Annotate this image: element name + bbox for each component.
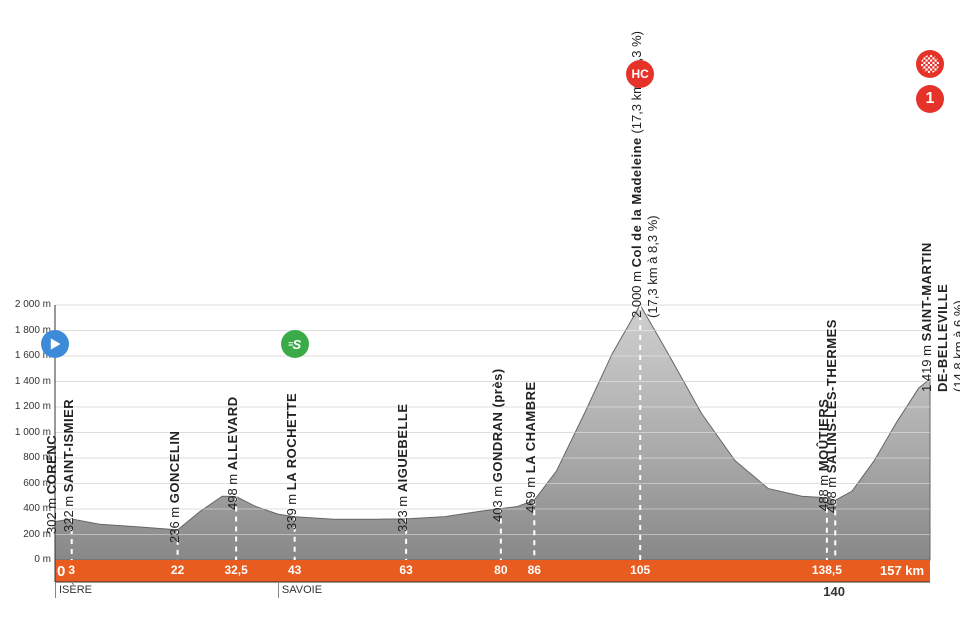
x-tick-label: 32,5 bbox=[224, 563, 247, 577]
sprint-badge: ≡S bbox=[281, 330, 309, 358]
x-tick-label: 22 bbox=[171, 563, 184, 577]
x-tick-140: 140 bbox=[823, 584, 845, 599]
checkpoint-label: 236 m GONCELIN bbox=[167, 431, 182, 543]
checkpoint-label: 1 419 m SAINT-MARTIN bbox=[919, 242, 934, 392]
start-badge bbox=[41, 330, 69, 358]
x-tick-label: 0 bbox=[57, 563, 65, 580]
checkpoint-label: 468 m SALINS-LES-THERMES bbox=[824, 319, 839, 513]
x-tick-label: 138,5 bbox=[812, 563, 842, 577]
region-tick bbox=[278, 582, 279, 598]
checkpoint-label: 322 m SAINT-ISMIER bbox=[61, 399, 76, 532]
checkpoint-label: 302 m CORENC bbox=[44, 435, 59, 534]
x-tick-label: 105 bbox=[630, 563, 650, 577]
cat-badge: 1 bbox=[916, 85, 944, 113]
checkpoint-label-line2: DE-BELLEVILLE bbox=[935, 284, 950, 392]
y-tick-label: 1 800 m bbox=[0, 325, 51, 336]
checkpoint-label: 498 m ALLEVARD bbox=[225, 396, 240, 510]
x-tick-label: 63 bbox=[399, 563, 412, 577]
x-tick-label: 43 bbox=[288, 563, 301, 577]
elevation-profile-chart: 0 m200 m400 m600 m800 m1 000 m1 200 m1 4… bbox=[0, 0, 960, 630]
finish-badge bbox=[916, 50, 944, 78]
checkpoint-label: 323 m AIGUEBELLE bbox=[395, 403, 410, 532]
x-tick-label: 3 bbox=[68, 563, 75, 577]
checkpoint-label: 339 m LA ROCHETTE bbox=[284, 393, 299, 530]
checkpoint-label: 403 m GONDRAN (près) bbox=[490, 368, 505, 522]
x-tick-label: 80 bbox=[494, 563, 507, 577]
y-tick-label: 0 m bbox=[0, 554, 51, 565]
y-tick-label: 1 200 m bbox=[0, 401, 51, 412]
hc-badge: HC bbox=[626, 60, 654, 88]
profile-svg bbox=[0, 0, 960, 630]
y-tick-label: 1 400 m bbox=[0, 376, 51, 387]
checkpoint-label: 469 m LA CHAMBRE bbox=[523, 382, 538, 514]
checkpoint-label-extra: (14,8 km à 6 %) bbox=[951, 300, 960, 392]
checkpoint-label-extra: (17,3 km à 8,3 %) bbox=[645, 215, 660, 318]
region-label: SAVOIE bbox=[282, 584, 322, 596]
region-tick bbox=[55, 582, 56, 598]
y-tick-label: 2 000 m bbox=[0, 299, 51, 310]
x-end-label: 157 km bbox=[880, 563, 924, 578]
region-label: ISÈRE bbox=[59, 584, 92, 596]
x-tick-label: 86 bbox=[528, 563, 541, 577]
